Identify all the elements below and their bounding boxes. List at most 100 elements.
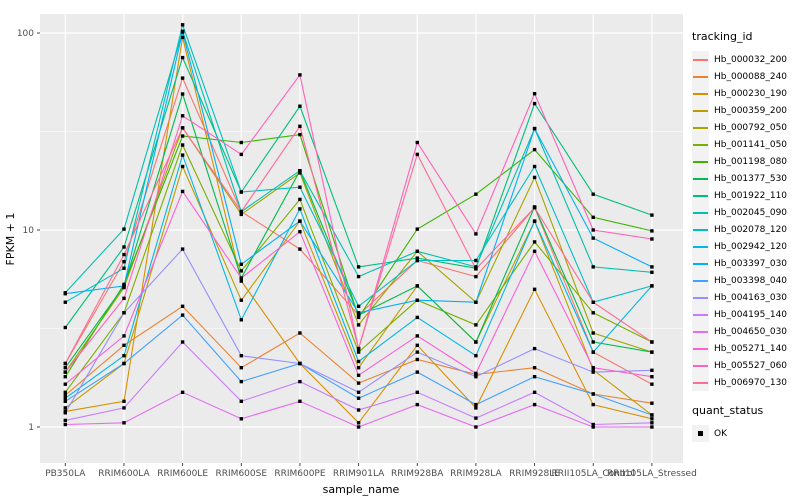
- legend-item-Hb_006970_130: Hb_006970_130: [692, 374, 798, 391]
- point-marker: [650, 368, 654, 372]
- point-marker: [298, 331, 302, 335]
- point-marker: [356, 396, 361, 400]
- legend-key-swatch: [692, 221, 709, 238]
- point-marker: [298, 185, 302, 189]
- point-marker: [356, 265, 361, 269]
- point-marker: [474, 340, 478, 344]
- point-marker: [474, 371, 478, 376]
- legend-item-label: Hb_002045_090: [714, 207, 788, 218]
- point-marker: [298, 104, 302, 108]
- point-marker: [122, 260, 126, 264]
- legend-line-icon: [693, 229, 708, 231]
- point-marker: [415, 284, 419, 288]
- point-marker: [122, 227, 126, 231]
- point-marker: [356, 408, 361, 412]
- legend-item-Hb_005271_140: Hb_005271_140: [692, 340, 798, 357]
- x-axis-title: sample_name: [323, 483, 400, 496]
- point-marker: [63, 393, 67, 397]
- point-marker: [239, 379, 243, 384]
- legend-key-swatch: [692, 238, 709, 255]
- legend-line-icon: [693, 161, 708, 163]
- point-marker: [356, 304, 361, 308]
- point-marker: [122, 421, 126, 425]
- legend-item-label: Hb_004163_030: [714, 292, 788, 303]
- y-tick-labels: 1 10 100: [17, 29, 34, 433]
- legend-line-icon: [693, 314, 708, 316]
- point-marker: [532, 101, 537, 106]
- legend-item-label: Hb_004650_030: [714, 326, 788, 337]
- point-marker: [474, 274, 478, 279]
- legend-item-label: Hb_004195_140: [714, 309, 788, 320]
- point-marker: [591, 422, 595, 427]
- point-marker: [180, 55, 185, 60]
- legend-item-Hb_000359_200: Hb_000359_200: [692, 102, 798, 119]
- point-marker: [180, 30, 185, 34]
- point-marker: [591, 236, 595, 240]
- legend-key-swatch: [692, 85, 709, 102]
- point-marker: [532, 92, 537, 96]
- point-marker: [239, 298, 243, 302]
- point-marker: [356, 313, 361, 317]
- point-marker: [474, 265, 478, 269]
- point-marker: [356, 315, 361, 320]
- point-marker: [474, 416, 478, 420]
- legend-item-Hb_000792_050: Hb_000792_050: [692, 119, 798, 136]
- point-marker: [415, 258, 419, 263]
- point-marker: [180, 143, 185, 147]
- point-marker: [591, 392, 595, 396]
- point-marker: [122, 252, 126, 257]
- legend-title-quant-status: quant_status: [692, 404, 764, 417]
- point-marker: [298, 169, 302, 173]
- point-marker: [415, 227, 419, 231]
- point-marker: [122, 284, 126, 288]
- point-marker: [298, 230, 302, 234]
- legend-key-swatch: [692, 204, 709, 221]
- point-marker: [415, 256, 419, 260]
- point-marker: [532, 287, 537, 291]
- point-marker: [591, 425, 595, 429]
- point-marker: [532, 205, 537, 210]
- point-marker: [650, 270, 654, 274]
- point-marker: [591, 311, 595, 315]
- point-marker: [650, 401, 654, 405]
- quant-ok-label: OK: [714, 428, 727, 439]
- x-tick-labels: PB350LA RRIM600LA RRIM600LE RRIM600SE RRIM60…: [45, 469, 697, 479]
- point-marker: [63, 418, 67, 423]
- x-tick-label: PB350LA: [45, 469, 86, 479]
- point-marker: [532, 147, 537, 152]
- point-marker: [415, 334, 419, 338]
- point-marker: [356, 274, 361, 279]
- legend-key-swatch: [692, 357, 709, 374]
- point-marker: [298, 124, 302, 128]
- x-tick-label: RRII105LA_Control: [552, 469, 635, 479]
- point-marker: [298, 73, 302, 77]
- point-marker: [180, 76, 185, 80]
- legend-key-swatch: [692, 136, 709, 153]
- legend-item-label: Hb_000359_200: [714, 105, 788, 116]
- legend-item-label: Hb_005527_060: [714, 360, 788, 371]
- legend-key-swatch: [692, 323, 709, 340]
- tracking-id-legend-items: Hb_000032_200 Hb_000088_240 Hb_000230_190 H…: [692, 51, 798, 391]
- point-marker: [532, 219, 537, 223]
- point-marker: [650, 425, 654, 429]
- legend-item-label: Hb_001377_530: [714, 173, 788, 184]
- point-marker: [239, 262, 243, 266]
- point-marker: [239, 318, 243, 322]
- point-marker: [474, 300, 478, 304]
- point-marker: [63, 390, 67, 394]
- point-marker: [298, 379, 302, 384]
- legend-item-label: Hb_002942_120: [714, 241, 788, 252]
- point-marker: [532, 249, 537, 253]
- legend-key-swatch: [692, 306, 709, 323]
- point-marker: [591, 368, 595, 372]
- point-marker: [122, 245, 126, 249]
- point-marker: [415, 140, 419, 145]
- point-marker: [591, 340, 595, 344]
- point-marker: [356, 381, 361, 385]
- point-marker: [532, 375, 537, 379]
- point-marker: [239, 269, 243, 273]
- legend-key-swatch: [692, 102, 709, 119]
- point-marker: [415, 249, 419, 253]
- point-marker: [180, 247, 185, 251]
